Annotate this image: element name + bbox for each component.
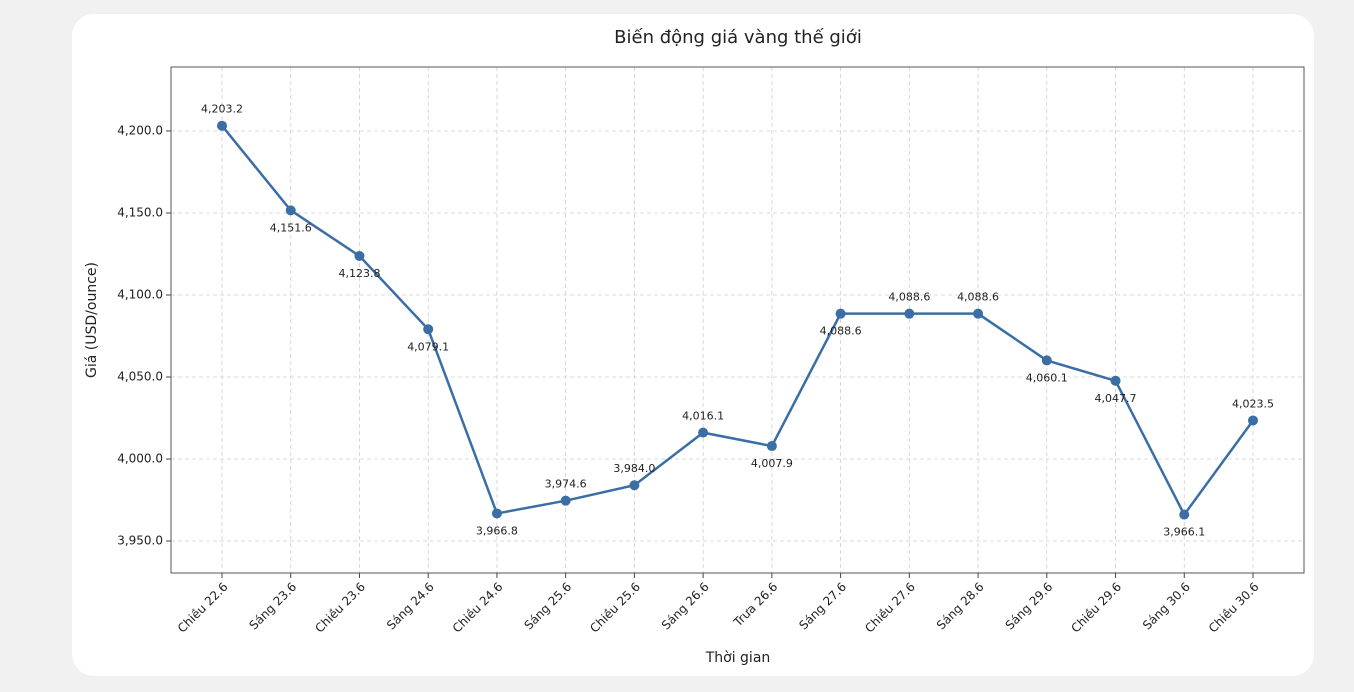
y-tick-label: 4,150.0 xyxy=(117,205,163,219)
data-label: 4,007.9 xyxy=(751,457,793,470)
point xyxy=(423,324,434,335)
point xyxy=(835,308,846,319)
point xyxy=(560,495,571,506)
point xyxy=(904,308,915,319)
data-label: 3,974.6 xyxy=(545,478,587,491)
line xyxy=(221,124,1255,517)
point xyxy=(698,427,709,438)
y-tick-label: 4,200.0 xyxy=(117,123,163,137)
data-label: 4,088.6 xyxy=(888,291,930,304)
point xyxy=(1179,509,1190,520)
y-tick-label: 4,100.0 xyxy=(117,287,163,301)
data-label: 4,151.6 xyxy=(270,221,312,234)
data-label: 4,016.1 xyxy=(682,410,724,423)
point xyxy=(1248,415,1258,426)
point xyxy=(1110,375,1121,386)
data-label: 4,203.2 xyxy=(201,103,243,116)
y-tick-label: 3,950.0 xyxy=(117,534,163,548)
point xyxy=(217,120,227,131)
point xyxy=(629,480,640,491)
point xyxy=(973,308,984,319)
data-label: 3,966.1 xyxy=(1163,526,1205,539)
point xyxy=(354,250,365,261)
data-label: 4,123.8 xyxy=(338,267,380,280)
point xyxy=(491,508,502,519)
data-label: 4,023.5 xyxy=(1232,397,1274,410)
x-axis-label: Thời gian xyxy=(705,650,771,666)
chart-title: Biến động giá vàng thế giới xyxy=(614,27,862,48)
data-label: 4,088.6 xyxy=(957,291,999,304)
y-tick-label: 4,050.0 xyxy=(117,369,163,383)
y-axis-label: Giá (USD/ounce) xyxy=(84,262,100,378)
point xyxy=(1041,355,1052,366)
data-label: 4,079.1 xyxy=(407,340,449,353)
plot-frame xyxy=(170,66,1305,574)
card xyxy=(72,14,1314,676)
point xyxy=(285,205,296,216)
data-label: 3,966.8 xyxy=(476,524,518,537)
data-label: 4,047.7 xyxy=(1095,392,1137,405)
point xyxy=(766,441,777,452)
data-label: 4,060.1 xyxy=(1026,371,1068,384)
data-label: 3,984.0 xyxy=(613,462,655,475)
y-tick-label: 4,000.0 xyxy=(117,452,163,466)
data-label: 4,088.6 xyxy=(820,325,862,338)
